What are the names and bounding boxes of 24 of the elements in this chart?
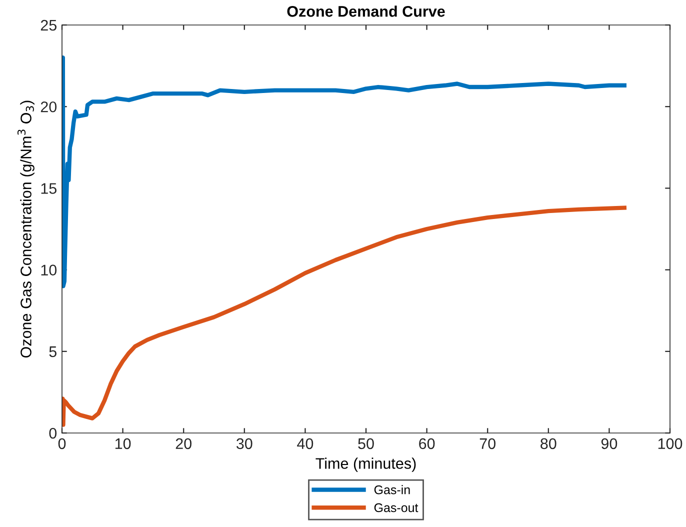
legend-label: Gas-in — [374, 485, 410, 494]
y-tick-label: 25 — [40, 20, 56, 31]
chart-title: Ozone Demand Curve — [287, 6, 445, 17]
x-tick-label: 10 — [115, 438, 131, 450]
line-series — [62, 56, 626, 288]
x-tick-label: 80 — [540, 438, 556, 450]
y-tick-label: 15 — [41, 183, 56, 194]
y-tick-label: 10 — [41, 264, 57, 276]
x-axis-title: Time (minutes) — [316, 458, 416, 472]
x-tick-label: 90 — [601, 438, 618, 450]
x-tick-label: 40 — [297, 438, 314, 450]
x-tick-label: 100 — [658, 438, 682, 450]
y-tick-label: 0 — [49, 428, 57, 439]
x-tick-label: 20 — [176, 438, 192, 450]
y-tick-label: 5 — [49, 346, 56, 358]
y-axis-title: Ozone Gas Concentration (g/Nm$^{3}$ O$_{3}$) — [17, 100, 34, 358]
x-tick-label: 60 — [419, 438, 435, 450]
x-tick-label: 30 — [236, 438, 252, 450]
x-tick-label: 0 — [58, 438, 66, 450]
legend-label: Gas-out — [374, 503, 418, 512]
x-tick-label: 50 — [358, 438, 374, 450]
line-series — [62, 206, 626, 427]
y-tick-label: 20 — [40, 101, 57, 112]
x-tick-label: 70 — [480, 438, 496, 450]
